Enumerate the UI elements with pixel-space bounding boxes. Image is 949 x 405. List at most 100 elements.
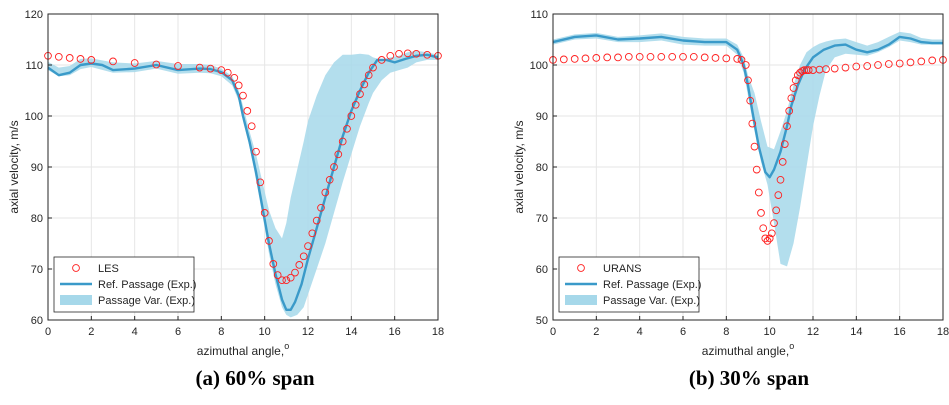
data-point — [223, 68, 232, 77]
y-tick-label: 110 — [530, 9, 548, 21]
data-point — [581, 54, 590, 63]
data-point — [395, 49, 403, 58]
x-tick-label: 18 — [937, 326, 949, 338]
data-point — [386, 51, 395, 60]
data-point — [763, 237, 772, 245]
data-point — [174, 62, 182, 70]
data-point — [759, 224, 768, 233]
data-point — [793, 71, 802, 80]
data-point — [796, 68, 804, 77]
data-point — [152, 60, 161, 69]
data-point — [423, 50, 432, 59]
data-point — [780, 140, 789, 148]
reference-passage-line — [47, 53, 439, 311]
legend-marker-scatter — [577, 264, 585, 272]
data-point — [770, 219, 778, 227]
data-point — [273, 271, 282, 279]
data-point — [330, 163, 338, 171]
data-point — [741, 61, 750, 69]
data-point — [767, 229, 776, 238]
data-point — [761, 234, 770, 243]
data-point — [752, 165, 761, 174]
data-point — [304, 242, 312, 250]
data-point — [247, 122, 256, 131]
data-point — [804, 66, 813, 74]
data-point — [852, 62, 861, 71]
y-tick-label: 80 — [536, 162, 548, 174]
data-point — [689, 52, 698, 61]
data-point — [282, 276, 291, 285]
panel-b-caption: (b) 30% span — [688, 366, 810, 390]
data-point — [603, 53, 612, 62]
x-tick-label: 6 — [175, 326, 181, 338]
variation-band — [553, 31, 943, 267]
panel-b-xticks: 0 2 4 6 8 10 12 14 16 18 — [550, 316, 949, 338]
data-point — [286, 273, 295, 282]
x-tick-label: 4 — [132, 326, 138, 338]
legend-marker-band — [60, 295, 92, 305]
legend-label: Ref. Passage (Exp.) — [98, 279, 196, 291]
data-point — [377, 56, 386, 64]
legend-label: Passage Var. (Exp.) — [98, 295, 195, 307]
data-point — [657, 52, 666, 61]
y-tick-label: 80 — [31, 213, 43, 225]
y-tick-label: 70 — [31, 264, 43, 276]
data-point — [412, 49, 421, 58]
data-point — [884, 60, 893, 68]
x-tick-label: 6 — [680, 326, 686, 338]
data-point — [722, 54, 731, 63]
data-point — [874, 61, 882, 69]
reference-passage-line — [552, 34, 943, 179]
panel-b: 0 2 4 6 8 10 12 14 16 18 50 60 70 80 90 100 110 azimuth… — [512, 9, 949, 358]
data-point — [646, 52, 655, 61]
x-tick-label: 4 — [637, 326, 643, 338]
data-point — [754, 188, 763, 197]
panel-b-yticks: 50 60 70 80 90 100 110 — [530, 9, 557, 327]
data-point — [822, 65, 830, 73]
data-point — [243, 107, 252, 115]
data-point — [776, 175, 785, 184]
data-point — [906, 58, 915, 67]
data-point — [635, 52, 644, 61]
panel-b-ylabel: axial velocity, m/s — [512, 120, 526, 213]
data-point — [206, 64, 215, 73]
data-point — [291, 268, 299, 277]
panel-a-yticks: 60 70 80 90 100 110 120 — [25, 9, 52, 327]
y-tick-label: 100 — [530, 60, 548, 72]
panel-a-xlabel: azimuthal angle,o — [197, 341, 289, 358]
data-point — [343, 124, 351, 133]
data-point — [624, 52, 633, 61]
data-point — [614, 53, 622, 62]
data-point — [841, 63, 850, 72]
x-tick-label: 8 — [218, 326, 224, 338]
data-point — [130, 59, 139, 67]
data-point — [791, 76, 800, 85]
data-point — [317, 203, 325, 212]
data-point — [403, 49, 412, 58]
data-point — [234, 81, 243, 90]
legend-label: Ref. Passage (Exp.) — [603, 279, 701, 291]
data-point — [733, 55, 742, 63]
data-point — [928, 56, 937, 65]
panel-a: 0 2 4 6 8 10 12 14 16 18 60 70 80 90 100 110 120 azimut… — [7, 9, 444, 358]
data-point — [917, 57, 926, 66]
data-point — [299, 252, 308, 261]
y-tick-label: 90 — [536, 111, 548, 123]
data-point — [364, 71, 373, 80]
y-tick-label: 110 — [25, 60, 43, 72]
data-point — [265, 237, 273, 245]
legend-label: URANS — [603, 263, 642, 275]
data-point — [772, 206, 781, 215]
data-point — [65, 54, 74, 62]
panel-a-line — [47, 53, 439, 311]
data-point — [295, 261, 304, 269]
variation-band — [48, 50, 438, 318]
y-tick-label: 60 — [536, 264, 548, 276]
x-tick-label: 12 — [807, 326, 819, 338]
data-point — [748, 119, 757, 128]
data-point — [774, 191, 783, 199]
data-point — [351, 100, 360, 109]
panel-a-xticks: 0 2 4 6 8 10 12 14 16 18 — [45, 316, 444, 338]
x-tick-label: 14 — [345, 326, 357, 338]
